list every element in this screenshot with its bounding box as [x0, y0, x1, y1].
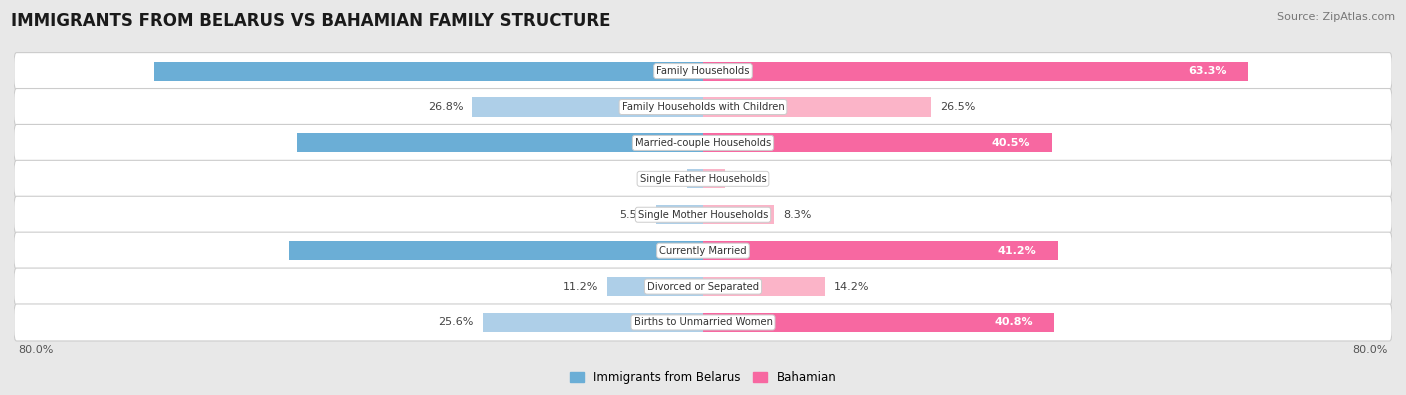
- Bar: [606, 277, 703, 296]
- Bar: [703, 98, 931, 117]
- Text: 47.2%: 47.2%: [682, 138, 720, 148]
- Text: 5.5%: 5.5%: [619, 210, 647, 220]
- FancyBboxPatch shape: [14, 268, 1392, 305]
- FancyBboxPatch shape: [14, 196, 1392, 233]
- Bar: [297, 134, 703, 152]
- Bar: [703, 313, 1054, 332]
- Text: 63.3%: 63.3%: [1188, 66, 1226, 76]
- Text: Family Households: Family Households: [657, 66, 749, 76]
- FancyBboxPatch shape: [14, 124, 1392, 162]
- Legend: Immigrants from Belarus, Bahamian: Immigrants from Belarus, Bahamian: [565, 367, 841, 389]
- Bar: [703, 169, 724, 188]
- Text: Married-couple Households: Married-couple Households: [636, 138, 770, 148]
- Text: 41.2%: 41.2%: [997, 246, 1036, 256]
- Text: 26.5%: 26.5%: [939, 102, 976, 112]
- Bar: [703, 241, 1057, 260]
- Bar: [703, 62, 1249, 81]
- Bar: [703, 134, 1052, 152]
- Text: 8.3%: 8.3%: [783, 210, 811, 220]
- FancyBboxPatch shape: [14, 232, 1392, 269]
- Bar: [288, 241, 703, 260]
- Text: 63.7%: 63.7%: [682, 66, 720, 76]
- Text: Currently Married: Currently Married: [659, 246, 747, 256]
- Text: 48.1%: 48.1%: [682, 246, 720, 256]
- Text: 11.2%: 11.2%: [562, 282, 598, 292]
- Bar: [686, 169, 703, 188]
- FancyBboxPatch shape: [14, 88, 1392, 126]
- Bar: [703, 277, 825, 296]
- FancyBboxPatch shape: [14, 53, 1392, 90]
- Text: 2.5%: 2.5%: [733, 174, 762, 184]
- Bar: [155, 62, 703, 81]
- Text: 80.0%: 80.0%: [1353, 345, 1388, 355]
- Text: Family Households with Children: Family Households with Children: [621, 102, 785, 112]
- Text: 14.2%: 14.2%: [834, 282, 869, 292]
- Text: 80.0%: 80.0%: [18, 345, 53, 355]
- Text: 40.8%: 40.8%: [994, 318, 1033, 327]
- Text: IMMIGRANTS FROM BELARUS VS BAHAMIAN FAMILY STRUCTURE: IMMIGRANTS FROM BELARUS VS BAHAMIAN FAMI…: [11, 12, 610, 30]
- Bar: [703, 205, 775, 224]
- Bar: [472, 98, 703, 117]
- Text: 1.9%: 1.9%: [650, 174, 678, 184]
- Text: Single Mother Households: Single Mother Households: [638, 210, 768, 220]
- Text: 25.6%: 25.6%: [439, 318, 474, 327]
- Text: Single Father Households: Single Father Households: [640, 174, 766, 184]
- Text: Births to Unmarried Women: Births to Unmarried Women: [634, 318, 772, 327]
- Text: 40.5%: 40.5%: [991, 138, 1031, 148]
- Bar: [655, 205, 703, 224]
- Text: Divorced or Separated: Divorced or Separated: [647, 282, 759, 292]
- FancyBboxPatch shape: [14, 304, 1392, 341]
- Text: 26.8%: 26.8%: [427, 102, 464, 112]
- FancyBboxPatch shape: [14, 160, 1392, 198]
- Text: Source: ZipAtlas.com: Source: ZipAtlas.com: [1277, 12, 1395, 22]
- Bar: [482, 313, 703, 332]
